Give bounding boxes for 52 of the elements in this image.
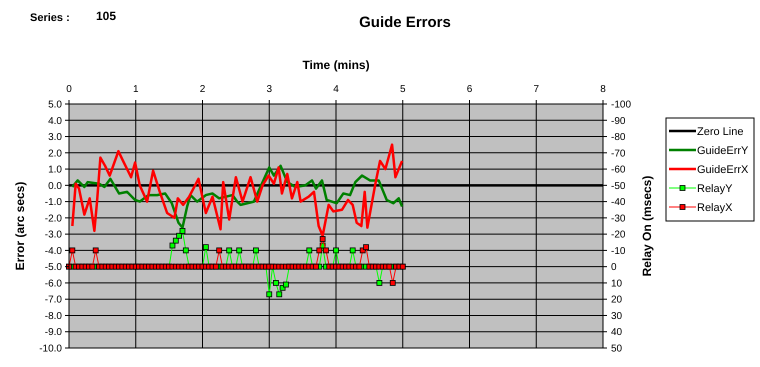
y2-tick-label: -80 <box>611 132 626 144</box>
legend-label: RelayY <box>697 183 734 195</box>
y-tick-label: 0.0 <box>48 180 62 192</box>
y-tick-label: -6.0 <box>44 278 62 290</box>
y-tick-label: -9.0 <box>44 327 62 338</box>
chart-title: Guide Errors <box>359 14 451 31</box>
y2-tick-label: 50 <box>611 344 623 354</box>
y-tick-label: 3.0 <box>48 132 62 144</box>
y-tick-label: -10.0 <box>39 344 62 354</box>
y-tick-label: 5.0 <box>48 100 62 110</box>
y-tick-label: -7.0 <box>44 294 62 306</box>
y2-tick-label: 10 <box>611 278 623 290</box>
y-tick-label: -4.0 <box>44 246 62 257</box>
y2-tick-label: -60 <box>611 164 626 176</box>
y2-tick-label: 0 <box>611 262 617 274</box>
y-tick-label: 4.0 <box>48 116 62 127</box>
y2-tick-label: -10 <box>611 246 626 257</box>
y2-tick-label: -90 <box>611 116 626 127</box>
legend-label: Zero Line <box>697 126 744 138</box>
x-tick-label: 2 <box>200 84 206 95</box>
y2-tick-label: 30 <box>611 310 623 322</box>
x-tick-label: 4 <box>333 84 340 95</box>
legend-label: RelayX <box>697 202 734 214</box>
x-tick-label: 8 <box>600 84 606 95</box>
x-tick-label: 0 <box>66 84 72 95</box>
legend-label: GuideErrX <box>697 164 750 176</box>
legend-label: GuideErrY <box>697 145 750 157</box>
y2-tick-label: -40 <box>611 197 626 208</box>
x-tick-label: 3 <box>266 84 272 95</box>
y2-tick-label: 40 <box>611 327 623 338</box>
x-tick-label: 7 <box>533 84 540 95</box>
y2-tick-label: -30 <box>611 213 626 224</box>
y-axis-title: Error (arc secs) <box>13 182 27 270</box>
x-axis-title: Time (mins) <box>302 58 370 72</box>
y2-axis-title: Relay On (msecs) <box>640 176 654 276</box>
y-tick-label: -3.0 <box>44 230 62 241</box>
x-tick-label: 6 <box>466 84 473 95</box>
text: Series : <box>30 12 70 24</box>
text: 105 <box>96 9 116 23</box>
y-tick-label: 2.0 <box>48 148 62 160</box>
x-tick-label: 5 <box>400 84 406 95</box>
y2-tick-label: -50 <box>611 180 626 192</box>
x-tick-label: 1 <box>132 84 139 95</box>
y2-tick-label: -70 <box>611 148 626 160</box>
y-tick-label: -5.0 <box>44 262 62 274</box>
y-tick-label: -1.0 <box>44 197 62 208</box>
y2-tick-label: 20 <box>611 294 623 306</box>
y2-tick-label: -20 <box>611 230 626 241</box>
y-tick-label: 1.0 <box>48 164 62 176</box>
y2-tick-label: -100 <box>611 100 632 110</box>
y-tick-label: -2.0 <box>44 213 62 224</box>
y-tick-label: -8.0 <box>44 310 62 322</box>
